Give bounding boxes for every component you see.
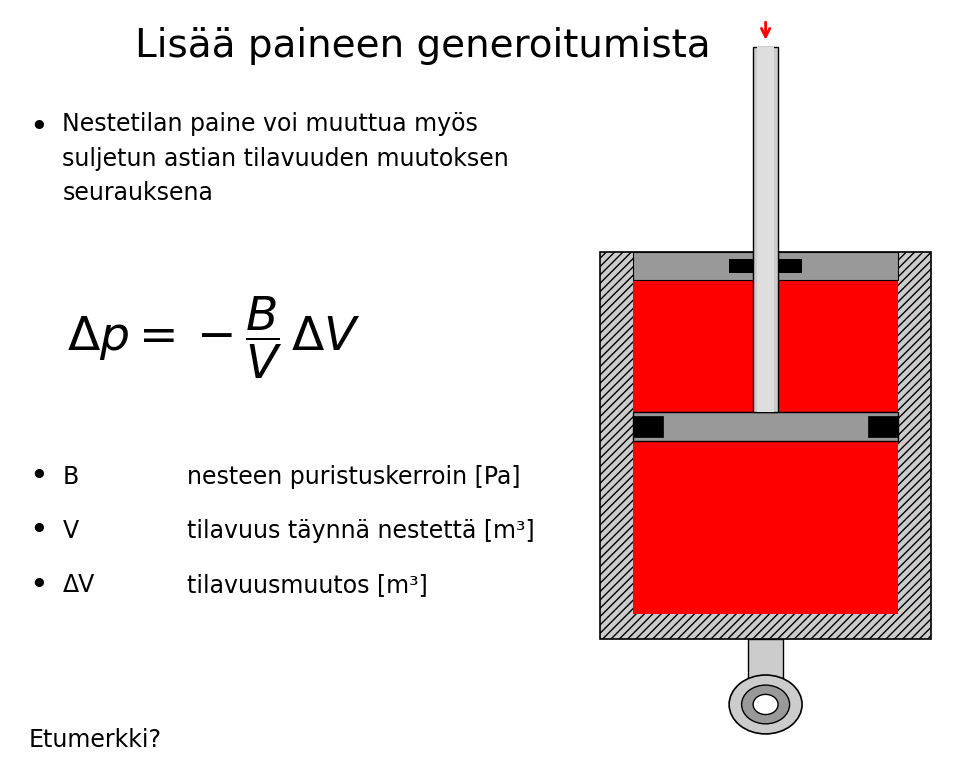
Text: B: B (62, 465, 79, 488)
Circle shape (741, 685, 789, 724)
Text: $\Delta p = -\dfrac{B}{V}\,\Delta V$: $\Delta p = -\dfrac{B}{V}\,\Delta V$ (67, 294, 361, 381)
Bar (778, 259, 802, 273)
Text: •: • (29, 112, 48, 143)
Bar (634, 416, 663, 436)
Text: tilavuus täynnä nestettä [m³]: tilavuus täynnä nestettä [m³] (187, 519, 535, 542)
Bar (778, 252, 899, 280)
Bar (600, 252, 931, 639)
Bar (730, 259, 754, 273)
Text: Etumerkki?: Etumerkki? (29, 728, 162, 752)
Text: V: V (62, 519, 79, 542)
Text: Nestetilan paine voi muuttua myös
suljetun astian tilavuuden muutoksen
seuraukse: Nestetilan paine voi muuttua myös suljet… (62, 112, 509, 205)
Circle shape (730, 675, 803, 734)
Text: •: • (29, 515, 48, 546)
Bar (748, 639, 783, 690)
Bar (634, 277, 899, 614)
Bar (756, 46, 775, 412)
Bar (634, 252, 754, 280)
Circle shape (753, 694, 778, 715)
Text: tilavuusmuutos [m³]: tilavuusmuutos [m³] (187, 574, 428, 597)
Text: •: • (29, 570, 48, 601)
Text: ΔV: ΔV (62, 574, 95, 597)
Bar (754, 46, 778, 412)
Bar (868, 416, 898, 436)
Text: Lisää paineen generoitumista: Lisää paineen generoitumista (134, 27, 710, 65)
Bar (634, 412, 899, 441)
Text: •: • (29, 461, 48, 492)
Text: nesteen puristuskerroin [Pa]: nesteen puristuskerroin [Pa] (187, 465, 520, 488)
